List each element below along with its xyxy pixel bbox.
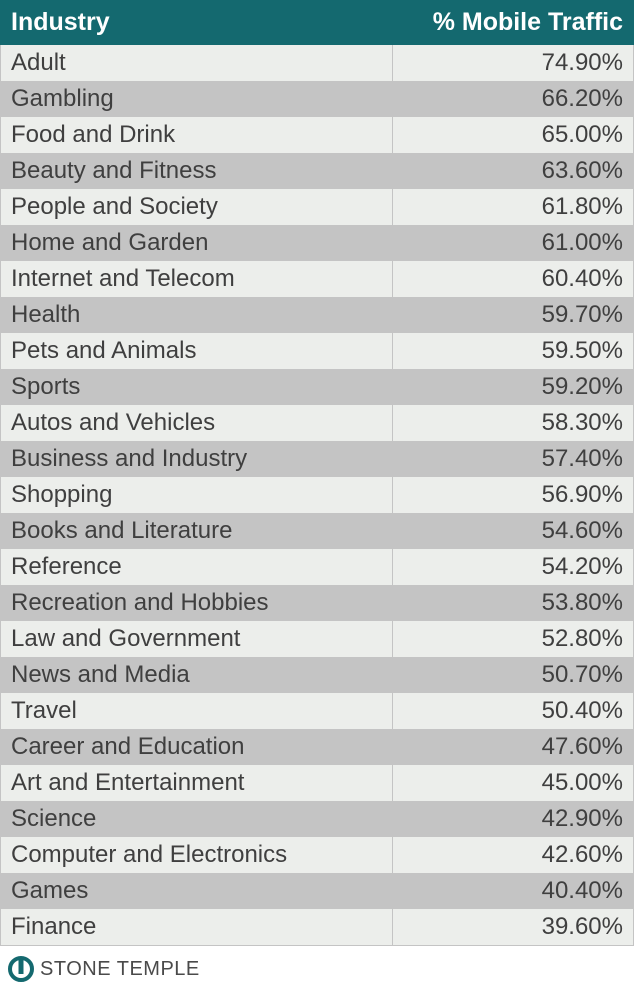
cell-industry: Law and Government [1,621,393,657]
stone-temple-logo-icon [8,956,34,982]
cell-value: 59.50% [393,333,634,369]
cell-industry: News and Media [1,657,393,693]
table-row: Food and Drink65.00% [1,117,634,153]
cell-value: 61.80% [393,189,634,225]
cell-value: 50.70% [393,657,634,693]
table-row: Beauty and Fitness63.60% [1,153,634,189]
table-header-row: Industry % Mobile Traffic [1,1,634,45]
cell-value: 53.80% [393,585,634,621]
cell-industry: Internet and Telecom [1,261,393,297]
table-row: Travel50.40% [1,693,634,729]
table-row: Law and Government52.80% [1,621,634,657]
table-row: Business and Industry57.40% [1,441,634,477]
cell-industry: Recreation and Hobbies [1,585,393,621]
cell-value: 45.00% [393,765,634,801]
footer: STONE TEMPLE [0,946,634,990]
cell-value: 65.00% [393,117,634,153]
cell-industry: Sports [1,369,393,405]
cell-value: 39.60% [393,909,634,946]
table-row: Science42.90% [1,801,634,837]
cell-industry: Books and Literature [1,513,393,549]
cell-industry: Career and Education [1,729,393,765]
table-row: Pets and Animals59.50% [1,333,634,369]
table-row: Art and Entertainment45.00% [1,765,634,801]
table-row: Gambling66.20% [1,81,634,117]
cell-value: 61.00% [393,225,634,261]
table-body: Adult74.90%Gambling66.20%Food and Drink6… [1,45,634,946]
cell-value: 74.90% [393,45,634,82]
cell-industry: Adult [1,45,393,82]
cell-value: 42.60% [393,837,634,873]
cell-industry: Games [1,873,393,909]
cell-industry: Home and Garden [1,225,393,261]
cell-industry: Travel [1,693,393,729]
cell-value: 59.20% [393,369,634,405]
table-row: Shopping56.90% [1,477,634,513]
table-row: Games40.40% [1,873,634,909]
cell-value: 56.90% [393,477,634,513]
cell-value: 50.40% [393,693,634,729]
mobile-traffic-table: Industry % Mobile Traffic Adult74.90%Gam… [0,0,634,946]
cell-industry: Pets and Animals [1,333,393,369]
cell-industry: Food and Drink [1,117,393,153]
cell-industry: Computer and Electronics [1,837,393,873]
table-row: Sports59.20% [1,369,634,405]
table-row: Finance39.60% [1,909,634,946]
cell-industry: Health [1,297,393,333]
header-industry: Industry [1,1,393,45]
cell-industry: Science [1,801,393,837]
cell-industry: Business and Industry [1,441,393,477]
cell-value: 58.30% [393,405,634,441]
table-row: Career and Education47.60% [1,729,634,765]
table-row: Autos and Vehicles58.30% [1,405,634,441]
table-row: Recreation and Hobbies53.80% [1,585,634,621]
table-row: Home and Garden61.00% [1,225,634,261]
table-row: People and Society61.80% [1,189,634,225]
cell-industry: Gambling [1,81,393,117]
table-row: News and Media50.70% [1,657,634,693]
cell-industry: People and Society [1,189,393,225]
cell-value: 57.40% [393,441,634,477]
cell-industry: Shopping [1,477,393,513]
table-row: Reference54.20% [1,549,634,585]
table-row: Books and Literature54.60% [1,513,634,549]
cell-industry: Beauty and Fitness [1,153,393,189]
header-value: % Mobile Traffic [393,1,634,45]
cell-industry: Art and Entertainment [1,765,393,801]
cell-value: 42.90% [393,801,634,837]
cell-value: 54.60% [393,513,634,549]
cell-industry: Reference [1,549,393,585]
table-row: Health59.70% [1,297,634,333]
table-row: Adult74.90% [1,45,634,82]
cell-value: 52.80% [393,621,634,657]
cell-value: 60.40% [393,261,634,297]
cell-value: 63.60% [393,153,634,189]
cell-value: 66.20% [393,81,634,117]
cell-value: 40.40% [393,873,634,909]
table-row: Computer and Electronics42.60% [1,837,634,873]
table-row: Internet and Telecom60.40% [1,261,634,297]
cell-industry: Finance [1,909,393,946]
cell-value: 54.20% [393,549,634,585]
cell-value: 47.60% [393,729,634,765]
cell-value: 59.70% [393,297,634,333]
cell-industry: Autos and Vehicles [1,405,393,441]
brand-name: STONE TEMPLE [40,958,200,981]
